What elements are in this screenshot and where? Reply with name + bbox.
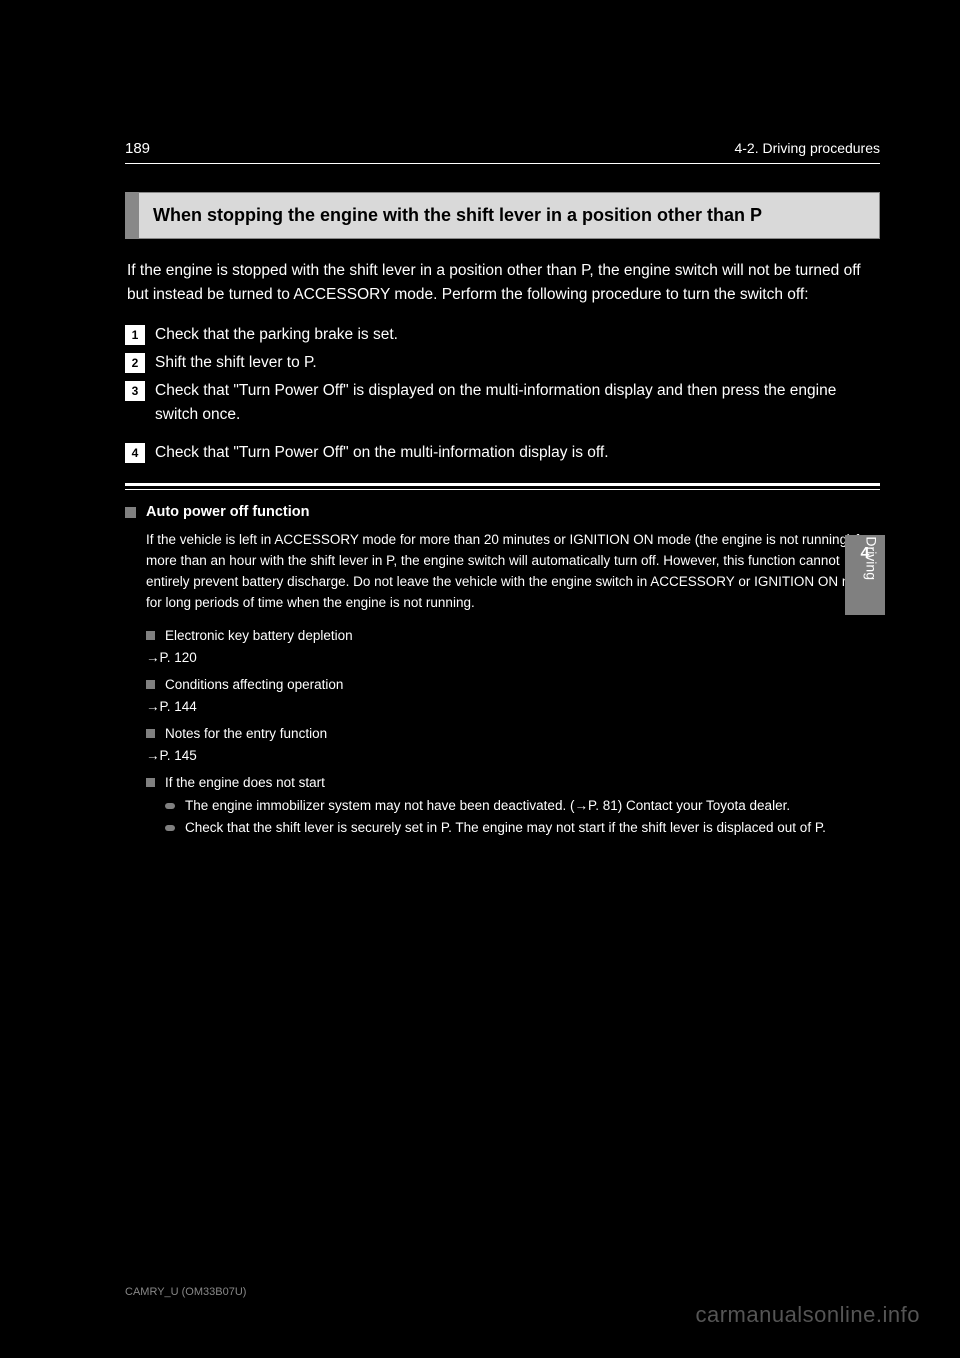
step-number-icon: 1 <box>125 325 145 345</box>
page-reference: →P. 120 <box>146 648 880 669</box>
dot-bullet-icon <box>165 803 175 809</box>
step-number-icon: 3 <box>125 381 145 401</box>
sub-section-heading: Electronic key battery depletion <box>165 626 353 646</box>
square-bullet-icon <box>146 631 155 640</box>
watermark: carmanualsonline.info <box>695 1302 920 1328</box>
section-reference: 4-2. Driving procedures <box>734 140 880 156</box>
dot-text: Check that the shift lever is securely s… <box>185 818 826 839</box>
dot-bullet-icon <box>165 825 175 831</box>
sub-section-heading: If the engine does not start <box>165 773 325 793</box>
dot-row: Check that the shift lever is securely s… <box>165 818 880 839</box>
square-bullet-icon <box>146 778 155 787</box>
square-bullet-icon <box>125 507 136 518</box>
dot-row: The engine immobilizer system may not ha… <box>165 796 880 817</box>
step-row: 4 Check that "Turn Power Off" on the mul… <box>125 441 880 465</box>
sub-section-row: Conditions affecting operation <box>146 675 880 695</box>
side-tab-label: Driving <box>864 536 880 580</box>
section-row: Auto power off function <box>125 502 880 524</box>
model-info: CAMRY_U (OM33B07U) <box>125 1286 246 1298</box>
step-row: 3 Check that "Turn Power Off" is display… <box>125 379 880 427</box>
sub-section-row: Notes for the entry function <box>146 724 880 744</box>
sub-section-heading: Conditions affecting operation <box>165 675 343 695</box>
step-row: 1 Check that the parking brake is set. <box>125 323 880 347</box>
step-text: Check that "Turn Power Off" on the multi… <box>155 441 609 465</box>
section-body: If the vehicle is left in ACCESSORY mode… <box>146 530 880 614</box>
step-row: 2 Shift the shift lever to P. <box>125 351 880 375</box>
step-number-icon: 4 <box>125 443 145 463</box>
header-divider <box>125 163 880 164</box>
section-divider <box>125 483 880 490</box>
page-header: 189 4-2. Driving procedures <box>125 140 880 157</box>
step-text: Check that the parking brake is set. <box>155 323 398 347</box>
section-heading: Auto power off function <box>146 502 310 524</box>
sub-section-row: Electronic key battery depletion <box>146 626 880 646</box>
boxed-heading: When stopping the engine with the shift … <box>125 192 880 239</box>
page-container: 189 4-2. Driving procedures When stoppin… <box>0 0 960 839</box>
page-reference: →P. 145 <box>146 746 880 767</box>
sub-section-row: If the engine does not start <box>146 773 880 793</box>
page-reference: →P. 144 <box>146 697 880 718</box>
step-text: Check that "Turn Power Off" is displayed… <box>155 379 880 427</box>
sub-section-heading: Notes for the entry function <box>165 724 327 744</box>
step-number-icon: 2 <box>125 353 145 373</box>
square-bullet-icon <box>146 729 155 738</box>
square-bullet-icon <box>146 680 155 689</box>
intro-paragraph: If the engine is stopped with the shift … <box>127 259 880 307</box>
page-number: 189 <box>125 140 150 157</box>
step-text: Shift the shift lever to P. <box>155 351 317 375</box>
dot-text: The engine immobilizer system may not ha… <box>185 796 790 817</box>
